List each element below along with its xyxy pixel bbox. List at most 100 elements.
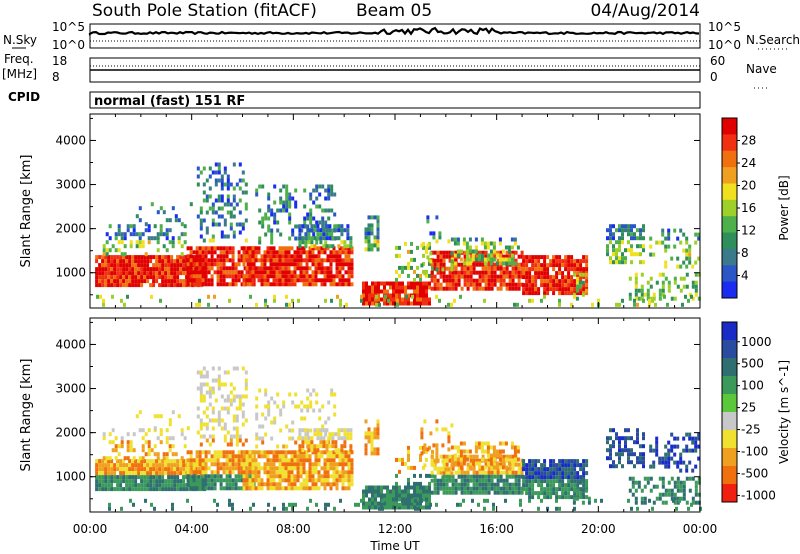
data-cell	[634, 288, 638, 293]
data-cell	[633, 252, 636, 257]
data-cell	[460, 462, 464, 467]
data-cell	[386, 497, 389, 502]
data-cell	[404, 485, 407, 490]
data-cell	[581, 488, 585, 493]
data-cell	[245, 274, 249, 279]
data-cell	[438, 467, 442, 472]
data-cell	[445, 286, 449, 291]
data-cell	[508, 458, 512, 463]
data-cell	[621, 236, 624, 241]
data-cell	[514, 478, 518, 483]
data-cell	[257, 474, 261, 479]
data-cell	[456, 241, 460, 246]
data-cell	[107, 475, 111, 480]
data-cell	[618, 302, 621, 307]
data-cell	[119, 459, 123, 464]
data-cell	[119, 487, 123, 492]
data-cell	[688, 248, 692, 253]
data-cell	[676, 484, 680, 489]
data-cell	[261, 224, 265, 229]
data-cell	[107, 283, 111, 288]
data-cell	[296, 254, 300, 259]
data-cell	[407, 445, 410, 450]
data-cell	[486, 461, 490, 466]
data-cell	[228, 450, 232, 455]
data-cell	[457, 470, 461, 475]
data-cell	[217, 194, 221, 199]
data-cell	[333, 192, 337, 197]
data-cell	[278, 250, 282, 255]
data-cell	[275, 466, 279, 471]
data-cell	[129, 224, 133, 229]
data-cell	[537, 255, 541, 260]
data-cell	[673, 460, 677, 465]
data-cell	[120, 232, 124, 237]
data-cell	[661, 460, 665, 465]
data-cell	[441, 427, 445, 432]
data-cell	[116, 275, 120, 280]
data-cell	[513, 302, 516, 307]
data-cell	[211, 418, 215, 423]
data-cell	[383, 501, 386, 506]
data-cell	[242, 254, 246, 259]
data-cell	[346, 432, 350, 437]
data-cell	[407, 493, 410, 498]
data-cell	[666, 302, 669, 307]
data-cell	[201, 470, 205, 475]
data-cell	[205, 194, 209, 199]
data-cell	[105, 232, 109, 237]
data-cell	[260, 478, 264, 483]
data-cell	[528, 487, 532, 492]
data-cell	[555, 479, 559, 484]
data-cell	[307, 240, 311, 245]
data-cell	[682, 484, 686, 489]
data-cell	[242, 278, 246, 283]
data-cell	[294, 502, 297, 507]
data-cell	[639, 452, 642, 457]
data-cell	[558, 467, 562, 472]
data-cell	[324, 298, 327, 303]
data-cell	[311, 262, 315, 267]
data-cell	[324, 220, 328, 225]
data-cell	[306, 212, 310, 217]
data-cell	[573, 463, 577, 468]
data-cell	[395, 505, 398, 510]
data-cell	[266, 266, 270, 271]
data-cell	[219, 274, 223, 279]
data-cell	[95, 459, 99, 464]
data-cell	[267, 408, 271, 413]
data-cell	[158, 283, 162, 288]
data-cell	[445, 250, 449, 255]
data-cell	[321, 424, 325, 429]
data-cell	[531, 495, 535, 500]
data-cell	[350, 266, 354, 271]
data-cell	[422, 245, 425, 250]
data-cell	[618, 240, 621, 245]
data-cell	[195, 274, 199, 279]
data-cell	[451, 270, 455, 275]
data-cell	[288, 200, 292, 205]
data-cell	[522, 283, 526, 288]
data-cell	[180, 222, 184, 227]
data-cell	[642, 432, 645, 437]
data-cell	[362, 297, 365, 302]
data-cell	[125, 279, 129, 284]
data-cell	[510, 253, 514, 258]
data-cell	[281, 254, 285, 259]
data-cell	[442, 262, 446, 267]
data-cell	[152, 471, 156, 476]
data-cell	[459, 457, 463, 462]
data-cell	[267, 196, 271, 201]
data-cell	[392, 501, 395, 506]
data-cell	[317, 250, 321, 255]
data-cell	[263, 462, 267, 467]
data-cell	[320, 282, 324, 287]
data-cell	[204, 254, 208, 259]
data-cell	[113, 255, 117, 260]
data-cell	[196, 174, 200, 179]
data-cell	[451, 254, 455, 259]
data-cell	[299, 274, 303, 279]
data-cell	[135, 240, 139, 245]
data-cell	[472, 278, 476, 283]
data-cell	[561, 279, 565, 284]
